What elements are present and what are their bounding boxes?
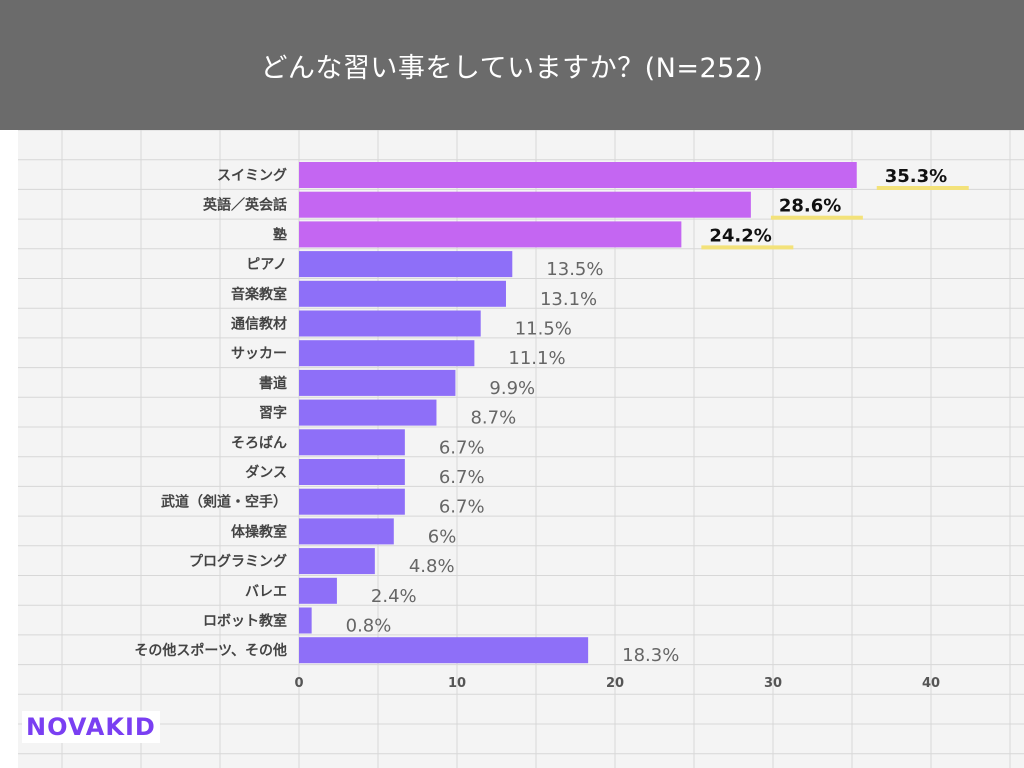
bar: [299, 251, 513, 278]
value-highlight: [770, 215, 863, 220]
value-label: 6.7%: [439, 497, 485, 518]
value-label: 4.8%: [409, 556, 455, 577]
x-tick-label: 0: [294, 676, 303, 691]
value-label: 35.3%: [885, 166, 947, 187]
bar: [299, 399, 437, 426]
category-label: 武道（剣道・空手）: [161, 494, 287, 511]
value-label: 9.9%: [489, 378, 535, 399]
category-label: バレエ: [245, 584, 287, 600]
value-label: 28.6%: [779, 196, 841, 217]
category-label: 習字: [259, 405, 287, 422]
category-label: ロボット教室: [203, 613, 287, 630]
category-label: 通信教材: [231, 316, 287, 333]
bar-chart: スイミング 35.3% 英語／英会話 28.6% 塾 24.2% ピアノ 13.5% 音楽教室 1…: [18, 130, 1024, 768]
header-bar: どんな習い事をしていますか？(N=252): [0, 0, 1024, 130]
bar: [299, 488, 405, 515]
category-label: そろばん: [231, 435, 287, 451]
bar: [299, 369, 456, 396]
bar: [299, 280, 506, 307]
category-label: 書道: [259, 375, 287, 392]
category-label: 体操教室: [231, 523, 287, 540]
value-highlight: [701, 245, 794, 250]
x-tick-label: 20: [606, 676, 624, 691]
category-label: 英語／英会話: [202, 197, 287, 214]
x-tick-label: 30: [764, 676, 782, 691]
value-label: 2.4%: [371, 586, 417, 607]
x-tick-label: 40: [922, 676, 940, 691]
value-label: 24.2%: [709, 225, 771, 246]
value-label: 0.8%: [346, 616, 392, 637]
bar: [299, 340, 475, 367]
bar: [299, 459, 405, 485]
bar: [299, 162, 857, 188]
bar: [299, 607, 312, 634]
bar: [299, 191, 751, 218]
bar: [299, 429, 405, 456]
category-label: サッカー: [231, 346, 287, 362]
chart-area: スイミング 35.3% 英語／英会話 28.6% 塾 24.2% ピアノ 13.5% 音楽教室 1…: [18, 130, 1024, 768]
value-label: 11.1%: [508, 348, 565, 369]
category-label: スイミング: [217, 167, 287, 184]
category-label: ダンス: [245, 464, 287, 481]
novakid-logo: NOVAKID: [22, 711, 160, 743]
value-label: 11.5%: [515, 319, 572, 340]
chart-title: どんな習い事をしていますか？(N=252): [260, 53, 764, 84]
value-label: 8.7%: [470, 408, 516, 429]
value-label: 13.5%: [546, 259, 603, 280]
category-label: その他スポーツ、その他: [134, 642, 287, 659]
bar: [299, 518, 394, 545]
bar: [299, 548, 375, 575]
value-label: 6.7%: [439, 467, 485, 488]
category-label: プログラミング: [189, 553, 287, 570]
value-label: 6.7%: [439, 437, 485, 458]
bar: [299, 221, 682, 248]
category-label: ピアノ: [246, 257, 287, 273]
bar: [299, 310, 481, 337]
value-label: 18.3%: [622, 645, 679, 666]
bar: [299, 577, 337, 604]
value-label: 6%: [428, 526, 457, 547]
category-label: 音楽教室: [231, 286, 287, 303]
x-tick-label: 10: [448, 676, 466, 691]
bar: [299, 637, 589, 664]
value-label: 13.1%: [540, 289, 597, 310]
category-label: 塾: [273, 226, 287, 243]
value-highlight: [876, 186, 969, 190]
